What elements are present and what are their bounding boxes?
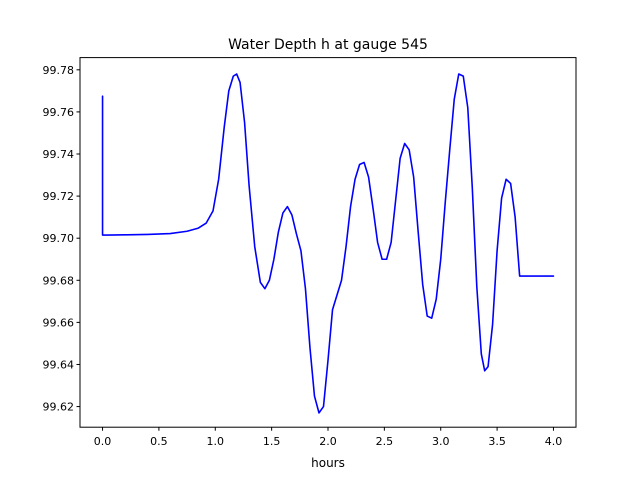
y-tick-label: 99.76 — [43, 106, 75, 119]
x-tick-label: 1.0 — [207, 435, 225, 448]
y-tick-label: 99.78 — [43, 64, 75, 77]
plot-series-group — [101, 73, 555, 414]
series-line-1 — [101, 73, 555, 414]
x-tick-label: 3.5 — [488, 435, 506, 448]
y-tick-label: 99.68 — [43, 274, 75, 287]
x-axis-label: hours — [311, 456, 345, 470]
x-tick-label: 3.0 — [432, 435, 450, 448]
y-tick-label: 99.62 — [43, 401, 75, 414]
x-tick-label: 4.0 — [545, 435, 563, 448]
x-tick-label: 0.5 — [150, 435, 168, 448]
y-tick-label: 99.72 — [43, 190, 75, 203]
x-tick-label: 0.0 — [94, 435, 112, 448]
y-tick-label: 99.74 — [43, 148, 75, 161]
y-tick-label: 99.64 — [43, 358, 75, 371]
chart-title: Water Depth h at gauge 545 — [228, 37, 428, 53]
x-axis-ticks: 0.0 0.5 1.0 1.5 2.0 2.5 3.0 3.5 4.0 — [94, 427, 562, 448]
y-tick-label: 99.70 — [43, 232, 75, 245]
x-tick-label: 2.5 — [376, 435, 394, 448]
x-tick-label: 2.0 — [319, 435, 337, 448]
y-tick-label: 99.66 — [43, 316, 75, 329]
y-axis-ticks: 99.62 99.64 99.66 99.68 99.70 99.72 99.74 99.76… — [43, 64, 80, 414]
x-tick-label: 1.5 — [263, 435, 281, 448]
